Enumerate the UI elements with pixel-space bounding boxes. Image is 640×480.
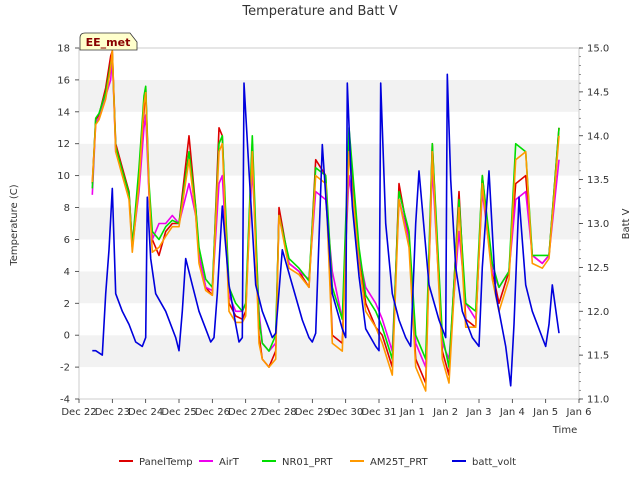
y-tick-label: 4 <box>64 267 70 278</box>
y2-axis-title: Batt V <box>621 208 632 239</box>
y-tick-label: 18 <box>57 44 70 55</box>
y-tick-label: 14 <box>57 107 70 118</box>
legend-label: AirT <box>219 457 240 468</box>
y2-tick-label: 14.5 <box>587 87 609 98</box>
y-axis-ticks: -4 -2 0 2 4 6 8 10 12 14 16 18 <box>57 44 79 406</box>
y-tick-label: 6 <box>64 235 70 246</box>
y-axis-title: Temperature (C) <box>9 184 20 266</box>
x-tick-label: Dec 24 <box>128 407 163 418</box>
x-axis-title: Time <box>552 425 577 436</box>
y-tick-label: 12 <box>57 139 70 150</box>
x-tick-label: Dec 22 <box>61 407 96 418</box>
y2-tick-label: 12.5 <box>587 263 609 274</box>
series-batt-volt-line <box>92 73 560 387</box>
legend-label: batt_volt <box>472 457 516 468</box>
grid-band <box>79 111 579 144</box>
y-tick-label: -4 <box>60 395 70 406</box>
grid-band <box>79 303 579 336</box>
x-tick-label: Dec 25 <box>161 407 196 418</box>
y-tick-label: 8 <box>64 203 70 214</box>
series-lines <box>91 48 560 392</box>
grid-band <box>79 143 579 176</box>
station-label-text: EE_met <box>86 36 131 49</box>
legend-label: PanelTemp <box>139 457 193 468</box>
y2-tick-label: 11.0 <box>587 395 609 406</box>
x-tick-label: Jan 1 <box>399 407 425 418</box>
y-tick-label: 16 <box>57 75 70 86</box>
legend: PanelTemp AirT NR01_PRT AM25T_PRT batt_volt <box>119 457 516 468</box>
x-tick-label: Jan 4 <box>499 407 525 418</box>
chart-title: Temperature and Batt V <box>241 4 397 19</box>
y2-tick-label: 11.5 <box>587 351 609 362</box>
x-tick-label: Dec 26 <box>195 407 230 418</box>
grid-band <box>79 175 579 208</box>
x-tick-label: Jan 6 <box>566 407 592 418</box>
y2-tick-label: 12.0 <box>587 307 609 318</box>
x-tick-label: Dec 29 <box>295 407 330 418</box>
y-tick-label: 10 <box>57 171 70 182</box>
y-tick-label: 2 <box>64 299 70 310</box>
grid-band <box>79 79 579 112</box>
x-tick-label: Dec 31 <box>361 407 396 418</box>
x-tick-label: Dec 28 <box>261 407 296 418</box>
y2-tick-label: 13.0 <box>587 219 609 230</box>
x-tick-label: Dec 27 <box>228 407 263 418</box>
x-tick-label: Jan 3 <box>466 407 492 418</box>
grid-band <box>79 335 579 368</box>
y2-tick-label: 13.5 <box>587 175 609 186</box>
station-label: EE_met <box>79 32 138 51</box>
y2-tick-label: 14.0 <box>587 131 609 142</box>
legend-label: AM25T_PRT <box>370 457 429 468</box>
series-am25t-prt-line <box>91 48 560 392</box>
x-tick-label: Jan 5 <box>532 407 558 418</box>
y-tick-label: 0 <box>64 331 70 342</box>
grid-band <box>79 48 579 80</box>
y2-tick-label: 15.0 <box>587 44 609 55</box>
x-tick-label: Dec 23 <box>95 407 130 418</box>
x-tick-label: Jan 2 <box>432 407 458 418</box>
y-tick-label: -2 <box>60 363 70 374</box>
y2-axis-ticks: 11.0 11.5 12.0 12.5 13.0 13.5 14.0 14.5 15.0 <box>579 44 609 406</box>
grid-band <box>79 367 579 399</box>
x-tick-label: Dec 30 <box>328 407 363 418</box>
legend-label: NR01_PRT <box>282 457 333 468</box>
